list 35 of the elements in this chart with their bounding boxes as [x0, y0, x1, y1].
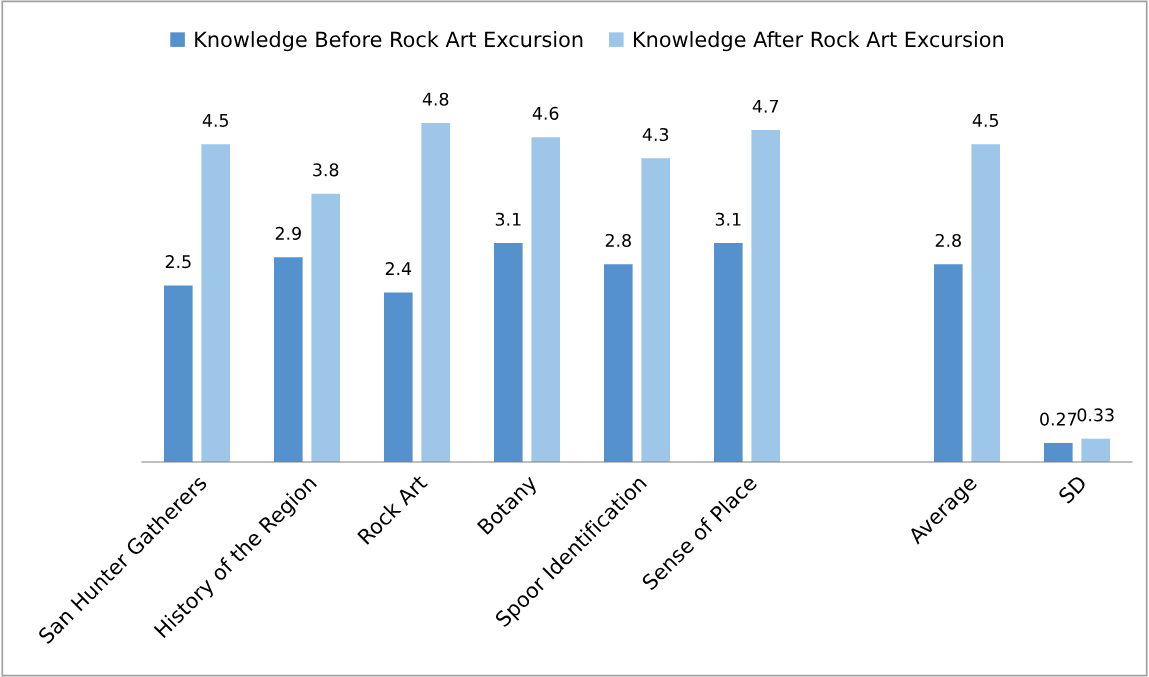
- x-tick-label: SD: [1057, 474, 1088, 505]
- data-label: 4.5: [202, 114, 228, 127]
- data-label: 4.7: [752, 99, 779, 113]
- bar: [714, 243, 743, 462]
- bar: [934, 264, 963, 462]
- legend-label: Knowledge After Rock Art Excursion: [634, 31, 1003, 52]
- data-label: 3.1: [715, 212, 741, 226]
- bar: [971, 144, 1000, 462]
- data-label: 4.6: [532, 106, 559, 120]
- bar: [274, 257, 303, 462]
- data-label: 4.8: [422, 92, 449, 106]
- bar: [531, 137, 560, 462]
- data-label: 3.1: [495, 212, 521, 226]
- bar: [751, 130, 780, 462]
- data-label: 2.4: [385, 262, 412, 276]
- data-label: 2.8: [935, 233, 961, 248]
- data-label: 4.5: [972, 114, 998, 127]
- data-label: 2.8: [605, 233, 631, 248]
- bar: [201, 144, 230, 462]
- data-label: 2.9: [275, 226, 301, 240]
- data-label: 0.27: [1040, 412, 1077, 426]
- bar: [1081, 438, 1110, 462]
- bar: [604, 264, 633, 462]
- bar: [421, 123, 450, 462]
- data-label: 4.3: [642, 127, 669, 142]
- bar: [494, 243, 523, 462]
- data-label: 2.5: [165, 255, 191, 269]
- bar: [311, 193, 340, 462]
- bar: [641, 158, 670, 462]
- bar: [164, 285, 193, 462]
- bar: [1044, 442, 1073, 462]
- bar: [384, 292, 413, 462]
- data-label: 3.8: [313, 163, 339, 177]
- legend-label: Knowledge Before Rock Art Excursion: [195, 31, 583, 52]
- data-label: 0.33: [1077, 408, 1114, 422]
